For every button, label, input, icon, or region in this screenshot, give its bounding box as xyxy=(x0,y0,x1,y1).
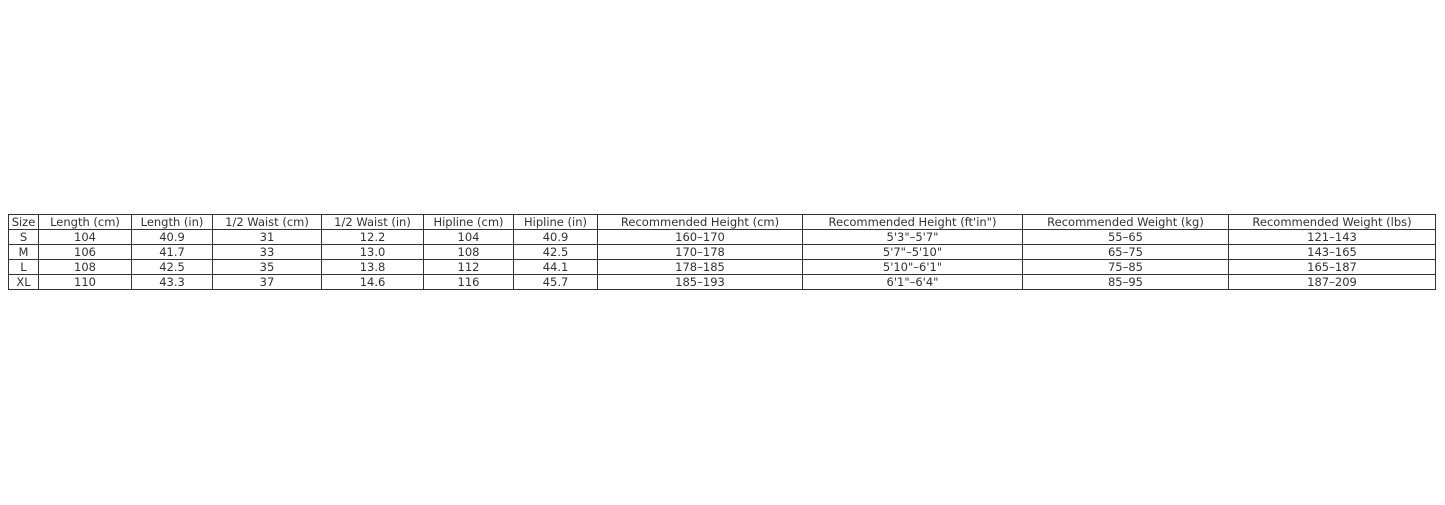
value-cell: 13.8 xyxy=(321,259,424,275)
value-cell: 106 xyxy=(38,244,132,260)
value-cell: 85–95 xyxy=(1022,274,1229,290)
size-cell: M xyxy=(8,244,39,260)
value-cell: 55–65 xyxy=(1022,229,1229,245)
size-cell: XL xyxy=(8,274,39,290)
value-cell: 104 xyxy=(423,229,514,245)
column-header: Recommended Height (ft'in") xyxy=(802,214,1023,230)
value-cell: 31 xyxy=(212,229,322,245)
value-cell: 12.2 xyxy=(321,229,424,245)
value-cell: 108 xyxy=(38,259,132,275)
value-cell: 143–165 xyxy=(1228,244,1436,260)
value-cell: 160–170 xyxy=(597,229,803,245)
value-cell: 40.9 xyxy=(131,229,213,245)
column-header: Recommended Weight (kg) xyxy=(1022,214,1229,230)
column-header: Recommended Weight (lbs) xyxy=(1228,214,1436,230)
value-cell: 6'1"–6'4" xyxy=(802,274,1023,290)
value-cell: 112 xyxy=(423,259,514,275)
table-row: XL 110 43.3 37 14.6 116 45.7 185–193 6'1"–6'4" 85… xyxy=(8,274,1436,290)
value-cell: 165–187 xyxy=(1228,259,1436,275)
value-cell: 44.1 xyxy=(513,259,598,275)
table-row: L 108 42.5 35 13.8 112 44.1 178–185 5'10"–6'1" 75… xyxy=(8,259,1436,275)
value-cell: 110 xyxy=(38,274,132,290)
size-cell: L xyxy=(8,259,39,275)
value-cell: 41.7 xyxy=(131,244,213,260)
value-cell: 33 xyxy=(212,244,322,260)
column-header: Hipline (in) xyxy=(513,214,598,230)
column-header: 1/2 Waist (cm) xyxy=(212,214,322,230)
value-cell: 42.5 xyxy=(131,259,213,275)
value-cell: 5'7"–5'10" xyxy=(802,244,1023,260)
value-cell: 13.0 xyxy=(321,244,424,260)
value-cell: 35 xyxy=(212,259,322,275)
value-cell: 43.3 xyxy=(131,274,213,290)
table-row: M 106 41.7 33 13.0 108 42.5 170–178 5'7"–5'10" 65… xyxy=(8,244,1436,260)
value-cell: 178–185 xyxy=(597,259,803,275)
value-cell: 108 xyxy=(423,244,514,260)
value-cell: 121–143 xyxy=(1228,229,1436,245)
column-header: Recommended Height (cm) xyxy=(597,214,803,230)
column-header: Length (cm) xyxy=(38,214,132,230)
value-cell: 5'10"–6'1" xyxy=(802,259,1023,275)
value-cell: 42.5 xyxy=(513,244,598,260)
value-cell: 45.7 xyxy=(513,274,598,290)
value-cell: 40.9 xyxy=(513,229,598,245)
value-cell: 37 xyxy=(212,274,322,290)
value-cell: 185–193 xyxy=(597,274,803,290)
value-cell: 5'3"–5'7" xyxy=(802,229,1023,245)
column-header: 1/2 Waist (in) xyxy=(321,214,424,230)
table-header-row: Size Length (cm) Length (in) 1/2 Waist (cm)… xyxy=(8,214,1436,230)
column-header: Hipline (cm) xyxy=(423,214,514,230)
value-cell: 116 xyxy=(423,274,514,290)
value-cell: 14.6 xyxy=(321,274,424,290)
value-cell: 187–209 xyxy=(1228,274,1436,290)
value-cell: 104 xyxy=(38,229,132,245)
value-cell: 170–178 xyxy=(597,244,803,260)
size-chart-table: Size Length (cm) Length (in) 1/2 Waist (cm)… xyxy=(8,214,1436,290)
column-header: Size xyxy=(8,214,39,230)
value-cell: 75–85 xyxy=(1022,259,1229,275)
table-row: S 104 40.9 31 12.2 104 40.9 160–170 5'3"–5'7" 55–… xyxy=(8,229,1436,245)
value-cell: 65–75 xyxy=(1022,244,1229,260)
size-cell: S xyxy=(8,229,39,245)
column-header: Length (in) xyxy=(131,214,213,230)
